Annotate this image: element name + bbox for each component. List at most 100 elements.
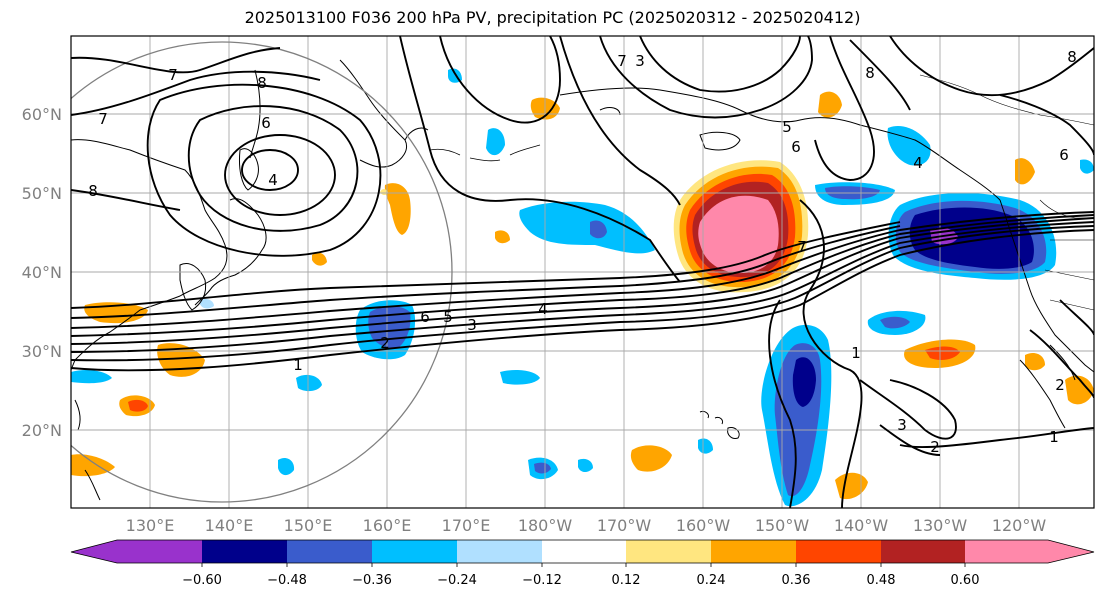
contour-label: 8 <box>865 64 875 82</box>
latitude-labels: 60°N 50°N 40°N 30°N 20°N <box>22 105 62 440</box>
colorbar-swatch <box>796 540 881 563</box>
colorbar-extend-high <box>1048 540 1094 563</box>
precip-blob-misc-9 <box>1025 353 1045 371</box>
precip-blob-misc-2 <box>495 230 510 244</box>
colorbar-swatch <box>711 540 796 563</box>
colorbar: −0.60 −0.48 −0.36 −0.24 −0.12 0.12 0.24 … <box>70 539 1095 588</box>
precip-blob-misc-5 <box>630 445 672 472</box>
contour-label: 3 <box>467 316 477 334</box>
precip-neg-misc-9 <box>71 370 112 384</box>
precip-blob-central-pink <box>698 195 779 274</box>
colorbar-swatch <box>117 540 202 563</box>
precip-neg-misc-11 <box>1080 159 1094 174</box>
precip-neg-misc-3 <box>500 370 540 385</box>
contour-label: 8 <box>88 182 98 200</box>
contour-label: 1 <box>851 344 861 362</box>
gridlines <box>71 36 1094 508</box>
precip-blob-east-dark <box>909 207 1034 269</box>
lon-label: 160°E <box>363 516 412 535</box>
pv-contour-labels: 7 8 7 6 4 8 8 7 3 6 5 8 6 4 7 6 5 3 4 2 … <box>88 48 1077 456</box>
colorbar-tick-label: −0.12 <box>522 573 562 588</box>
contour-label: 6 <box>420 308 430 326</box>
colorbar-tick-label: −0.60 <box>182 573 222 588</box>
contour-label: 8 <box>257 74 267 92</box>
contour-label: 8 <box>1067 48 1077 66</box>
lon-label: 160°W <box>676 516 731 535</box>
lon-label: 170°W <box>597 516 652 535</box>
contour-label: 3 <box>635 52 645 70</box>
colorbar-tick-label: −0.24 <box>437 573 477 588</box>
colorbar-swatch <box>626 540 711 563</box>
precip-blob-misc-3 <box>312 252 327 266</box>
precip-blob-misc-4 <box>818 91 842 118</box>
lon-label: 140°W <box>834 516 889 535</box>
contour-label: 7 <box>617 52 627 70</box>
precip-neg-misc-7 <box>278 458 295 476</box>
longitude-labels: 130°E 140°E 150°E 160°E 170°E 180°W 170°… <box>126 516 1047 535</box>
lat-label-30n: 30°N <box>22 342 62 361</box>
colorbar-swatch <box>881 540 965 563</box>
map-frame <box>70 35 1095 509</box>
contour-label: 2 <box>1055 376 1065 394</box>
contour-label: 4 <box>913 154 923 172</box>
contour-label: 2 <box>380 334 390 352</box>
lat-label-60n: 60°N <box>22 105 62 124</box>
contour-label: 5 <box>443 308 453 326</box>
lon-label: 150°W <box>755 516 810 535</box>
precip-neg-misc-12 <box>200 298 214 309</box>
contour-label: 7 <box>168 66 178 84</box>
precip-blob-165e-yellow <box>380 189 388 195</box>
contour-label: 7 <box>797 238 807 256</box>
precip-blob-165e <box>384 183 411 235</box>
lat-label-40n: 40°N <box>22 263 62 282</box>
precip-blob-135e-red-core <box>128 399 148 412</box>
chart-title: 2025013100 F036 200 hPa PV, precipitatio… <box>244 8 861 27</box>
colorbar-outline <box>70 539 1095 564</box>
precip-blob-175w-mid <box>590 220 607 239</box>
lon-label: 120°W <box>992 516 1047 535</box>
contour-label: 1 <box>293 356 303 374</box>
colorbar-tick-label: 0.12 <box>612 573 641 588</box>
contour-label: 4 <box>538 300 548 318</box>
colorbar-swatch <box>202 540 287 563</box>
colorbar-tick-label: 0.60 <box>951 573 980 588</box>
precip-blob-125w-30n-red <box>925 346 960 360</box>
colorbar-tick-label: −0.48 <box>267 573 307 588</box>
precip-blob-misc-8 <box>1065 375 1094 405</box>
colorbar-tick-label: −0.36 <box>352 573 392 588</box>
colorbar-tick-label: 0.24 <box>697 573 726 588</box>
colorbar-tick-label: 0.36 <box>782 573 811 588</box>
lon-label: 170°E <box>442 516 491 535</box>
contour-label: 1 <box>1049 428 1059 446</box>
precip-neg-misc-6 <box>578 458 593 473</box>
colorbar-swatch <box>372 540 457 563</box>
lon-label: 140°E <box>205 516 254 535</box>
precip-neg-misc-2 <box>486 128 505 156</box>
lon-label: 180°W <box>518 516 573 535</box>
contour-label: 4 <box>268 171 278 189</box>
lon-label: 150°E <box>284 516 333 535</box>
colorbar-tick-label: 0.48 <box>867 573 896 588</box>
precip-neg-misc-10 <box>887 125 931 166</box>
contour-label: 6 <box>261 114 271 132</box>
pv-contours <box>71 36 1094 508</box>
contour-label: 2 <box>930 438 940 456</box>
precip-blob-142w-32n-mid <box>880 316 910 329</box>
precip-blob-175w-light <box>519 201 655 254</box>
contour-label: 7 <box>98 110 108 128</box>
lon-label: 130°W <box>913 516 968 535</box>
precip-blob-misc-7 <box>1015 158 1035 185</box>
lon-label: 130°E <box>126 516 175 535</box>
contour-label: 3 <box>897 416 907 434</box>
precip-neg-misc-4 <box>296 374 322 392</box>
contour-label: 5 <box>782 118 792 136</box>
colorbar-swatch <box>287 540 372 563</box>
colorbar-swatch <box>965 540 1048 563</box>
precip-streak-south-dark <box>792 357 816 407</box>
colorbar-swatch <box>457 540 542 563</box>
colorbar-swatch <box>542 540 626 563</box>
precip-neg-misc-5b <box>534 462 551 474</box>
colorbar-extend-low <box>71 540 117 563</box>
lat-label-20n: 20°N <box>22 421 62 440</box>
